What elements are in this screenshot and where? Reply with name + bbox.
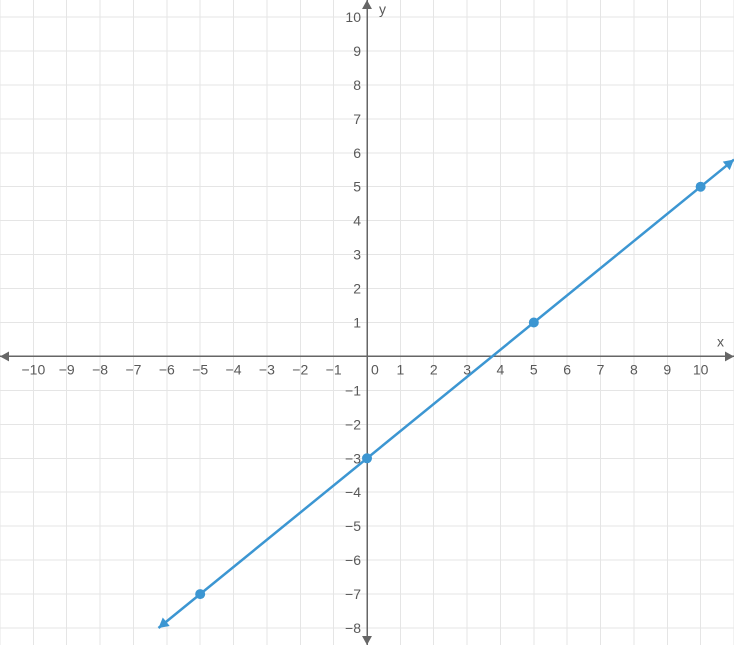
y-tick-label: 3: [353, 247, 361, 263]
plot-point: [195, 589, 205, 599]
y-tick-label: −5: [345, 518, 361, 534]
x-tick-label: 1: [396, 361, 404, 377]
plot-point: [362, 453, 372, 463]
x-tick-label: −10: [21, 361, 45, 377]
y-tick-label: 1: [353, 315, 361, 331]
y-tick-label: −6: [345, 552, 361, 568]
x-tick-label: −7: [125, 361, 141, 377]
x-tick-label: −2: [292, 361, 308, 377]
y-tick-label: −1: [345, 382, 361, 398]
y-tick-label: 7: [353, 111, 361, 127]
x-tick-label: 4: [497, 361, 505, 377]
x-tick-label: 6: [563, 361, 571, 377]
x-axis-label: x: [717, 333, 724, 349]
x-tick-label: 0: [371, 361, 379, 377]
x-tick-label: −6: [159, 361, 175, 377]
x-tick-label: 8: [630, 361, 638, 377]
x-tick-label: 2: [430, 361, 438, 377]
plot-point: [696, 182, 706, 192]
y-tick-label: −7: [345, 586, 361, 602]
x-tick-label: −4: [226, 361, 242, 377]
plot-point: [529, 318, 539, 328]
coordinate-plane-chart: −10−9−8−7−6−5−4−3−2−1012345678910−8−7−6−…: [0, 0, 734, 645]
x-tick-label: −8: [92, 361, 108, 377]
y-tick-label: 4: [353, 213, 361, 229]
y-tick-label: −4: [345, 484, 361, 500]
x-tick-label: 9: [663, 361, 671, 377]
x-tick-label: −9: [59, 361, 75, 377]
y-tick-label: −8: [345, 620, 361, 636]
x-tick-label: −5: [192, 361, 208, 377]
y-tick-label: 5: [353, 179, 361, 195]
x-tick-label: −3: [259, 361, 275, 377]
x-tick-label: 5: [530, 361, 538, 377]
y-tick-label: 9: [353, 43, 361, 59]
y-tick-label: −2: [345, 416, 361, 432]
x-tick-label: 10: [693, 361, 709, 377]
y-tick-label: 8: [353, 77, 361, 93]
y-axis-label: y: [379, 1, 386, 17]
y-tick-label: 6: [353, 145, 361, 161]
y-tick-label: 2: [353, 281, 361, 297]
x-tick-label: 7: [597, 361, 605, 377]
x-tick-label: −1: [326, 361, 342, 377]
y-tick-label: 10: [345, 9, 361, 25]
